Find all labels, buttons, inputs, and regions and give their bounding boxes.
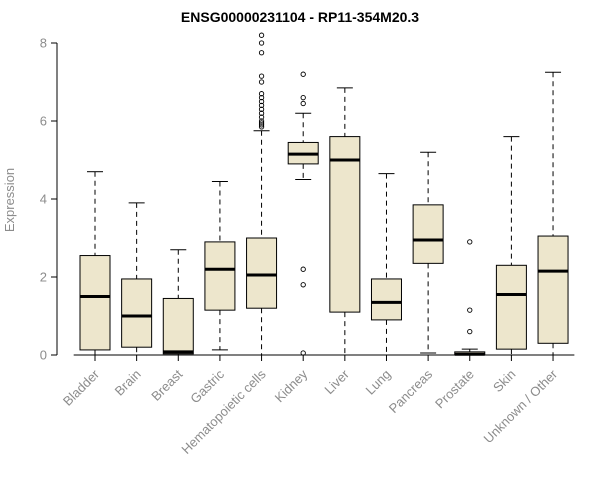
outlier-point — [258, 94, 265, 101]
x-tick-label: Gastric — [187, 366, 227, 406]
outlier-point — [258, 102, 265, 109]
boxplot-box — [329, 136, 361, 313]
outlier-point — [300, 71, 306, 77]
boxplot-box — [537, 235, 569, 344]
boxplot-box — [204, 241, 236, 311]
outlier-point — [300, 350, 306, 356]
outlier-point — [258, 118, 265, 124]
outlier-point — [258, 91, 265, 97]
outlier-point — [300, 100, 306, 107]
x-tick-label: Prostate — [432, 367, 477, 412]
boxplot-box — [412, 204, 444, 264]
x-tick-label: Unknown / Other — [481, 366, 561, 446]
x-tick-label: Skin — [490, 367, 518, 395]
y-tick-label: 2 — [40, 270, 47, 285]
outlier-point — [467, 328, 473, 335]
x-tick-label: Kidney — [272, 366, 311, 405]
outlier-point — [258, 50, 265, 56]
boxplot-box — [121, 278, 153, 348]
outlier-point — [258, 106, 265, 112]
boxplot-box — [495, 264, 527, 350]
boxplot-box — [79, 255, 111, 351]
outlier-point — [467, 239, 473, 245]
x-tick-label: Brain — [112, 367, 144, 399]
x-tick-label: Liver — [321, 366, 352, 397]
outlier-point — [258, 114, 265, 120]
x-tick-label: Lung — [363, 367, 394, 398]
boxplot-box — [370, 278, 402, 321]
outlier-point — [300, 282, 306, 288]
outlier-point — [258, 40, 265, 46]
outlier-point — [300, 266, 306, 272]
outlier-point — [258, 32, 265, 38]
y-tick-label: 4 — [40, 192, 47, 207]
y-tick-label: 8 — [40, 36, 47, 51]
x-tick-label: Breast — [148, 366, 185, 403]
outlier-point — [258, 120, 265, 126]
chart-title: ENSG00000231104 - RP11-354M20.3 — [181, 9, 419, 25]
x-tick-label: Pancreas — [386, 366, 436, 416]
outlier-point — [300, 94, 306, 101]
outlier-point — [258, 122, 265, 128]
outlier-point — [258, 110, 265, 116]
boxplot-box — [246, 237, 278, 309]
y-tick-label: 0 — [40, 348, 47, 363]
outlier-point — [258, 73, 265, 79]
x-tick-label: Bladder — [60, 366, 103, 409]
outlier-point — [258, 124, 265, 130]
outlier-point — [467, 307, 473, 313]
boxplot-box — [162, 297, 194, 355]
y-tick-label: 6 — [40, 114, 47, 129]
outlier-point — [258, 79, 265, 85]
y-axis-label: Expression — [2, 168, 17, 232]
outlier-point — [258, 98, 265, 105]
